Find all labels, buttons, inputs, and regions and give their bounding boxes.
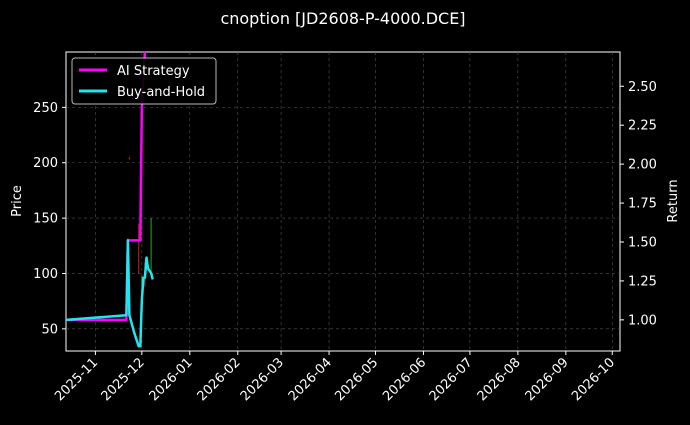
chart-title: cnoption [JD2608-P-4000.DCE] <box>220 9 465 28</box>
y2-tick-label: 2.50 <box>628 80 657 95</box>
y-axis-ticks: 50 100 150 200 250 <box>33 101 66 337</box>
y-axis-label: Price <box>10 185 25 217</box>
x-tick-label: 2026-09 <box>523 355 572 404</box>
y-tick-label: 150 <box>33 212 58 227</box>
y2-tick-label: 2.25 <box>628 119 657 134</box>
legend-label-ai-strategy: AI Strategy <box>117 64 190 79</box>
x-tick-label: 2026-01 <box>147 355 196 404</box>
legend-box <box>71 57 217 105</box>
x-tick-label: 2026-02 <box>195 355 244 404</box>
x-tick-label: 2025-11 <box>52 355 101 404</box>
x-tick-label: 2026-10 <box>569 355 618 404</box>
y2-tick-label: 2.00 <box>628 158 657 173</box>
y-tick-label: 50 <box>41 322 58 337</box>
y-tick-label: 100 <box>33 267 58 282</box>
series-line-buy-and-hold <box>65 239 154 348</box>
x-tick-label: 2026-04 <box>286 355 335 404</box>
y2-tick-label: 1.25 <box>628 274 657 289</box>
y2-tick-label: 1.50 <box>628 235 657 250</box>
y2-axis-ticks: 1.00 1.25 1.50 1.75 2.00 2.25 2.50 <box>620 80 657 328</box>
y2-axis-label: Return <box>666 179 681 222</box>
x-tick-label: 2026-05 <box>332 355 381 404</box>
y2-tick-label: 1.00 <box>628 313 657 328</box>
x-axis-ticks: 2025-112025-122026-012026-022026-032026-… <box>52 351 618 404</box>
legend-label-buy-and-hold: Buy-and-Hold <box>117 85 205 100</box>
x-tick-label: 2025-12 <box>99 355 148 404</box>
y2-tick-label: 1.75 <box>628 197 657 212</box>
y-tick-label: 250 <box>33 101 58 116</box>
x-tick-label: 2026-08 <box>475 355 524 404</box>
series-lines <box>65 51 154 348</box>
y-tick-label: 200 <box>33 156 58 171</box>
x-tick-label: 2026-07 <box>427 355 476 404</box>
series-line-ai-strategy <box>66 51 147 322</box>
legend: AI Strategy Buy-and-Hold <box>71 57 217 105</box>
x-tick-label: 2026-06 <box>380 355 429 404</box>
x-tick-label: 2026-03 <box>238 355 287 404</box>
